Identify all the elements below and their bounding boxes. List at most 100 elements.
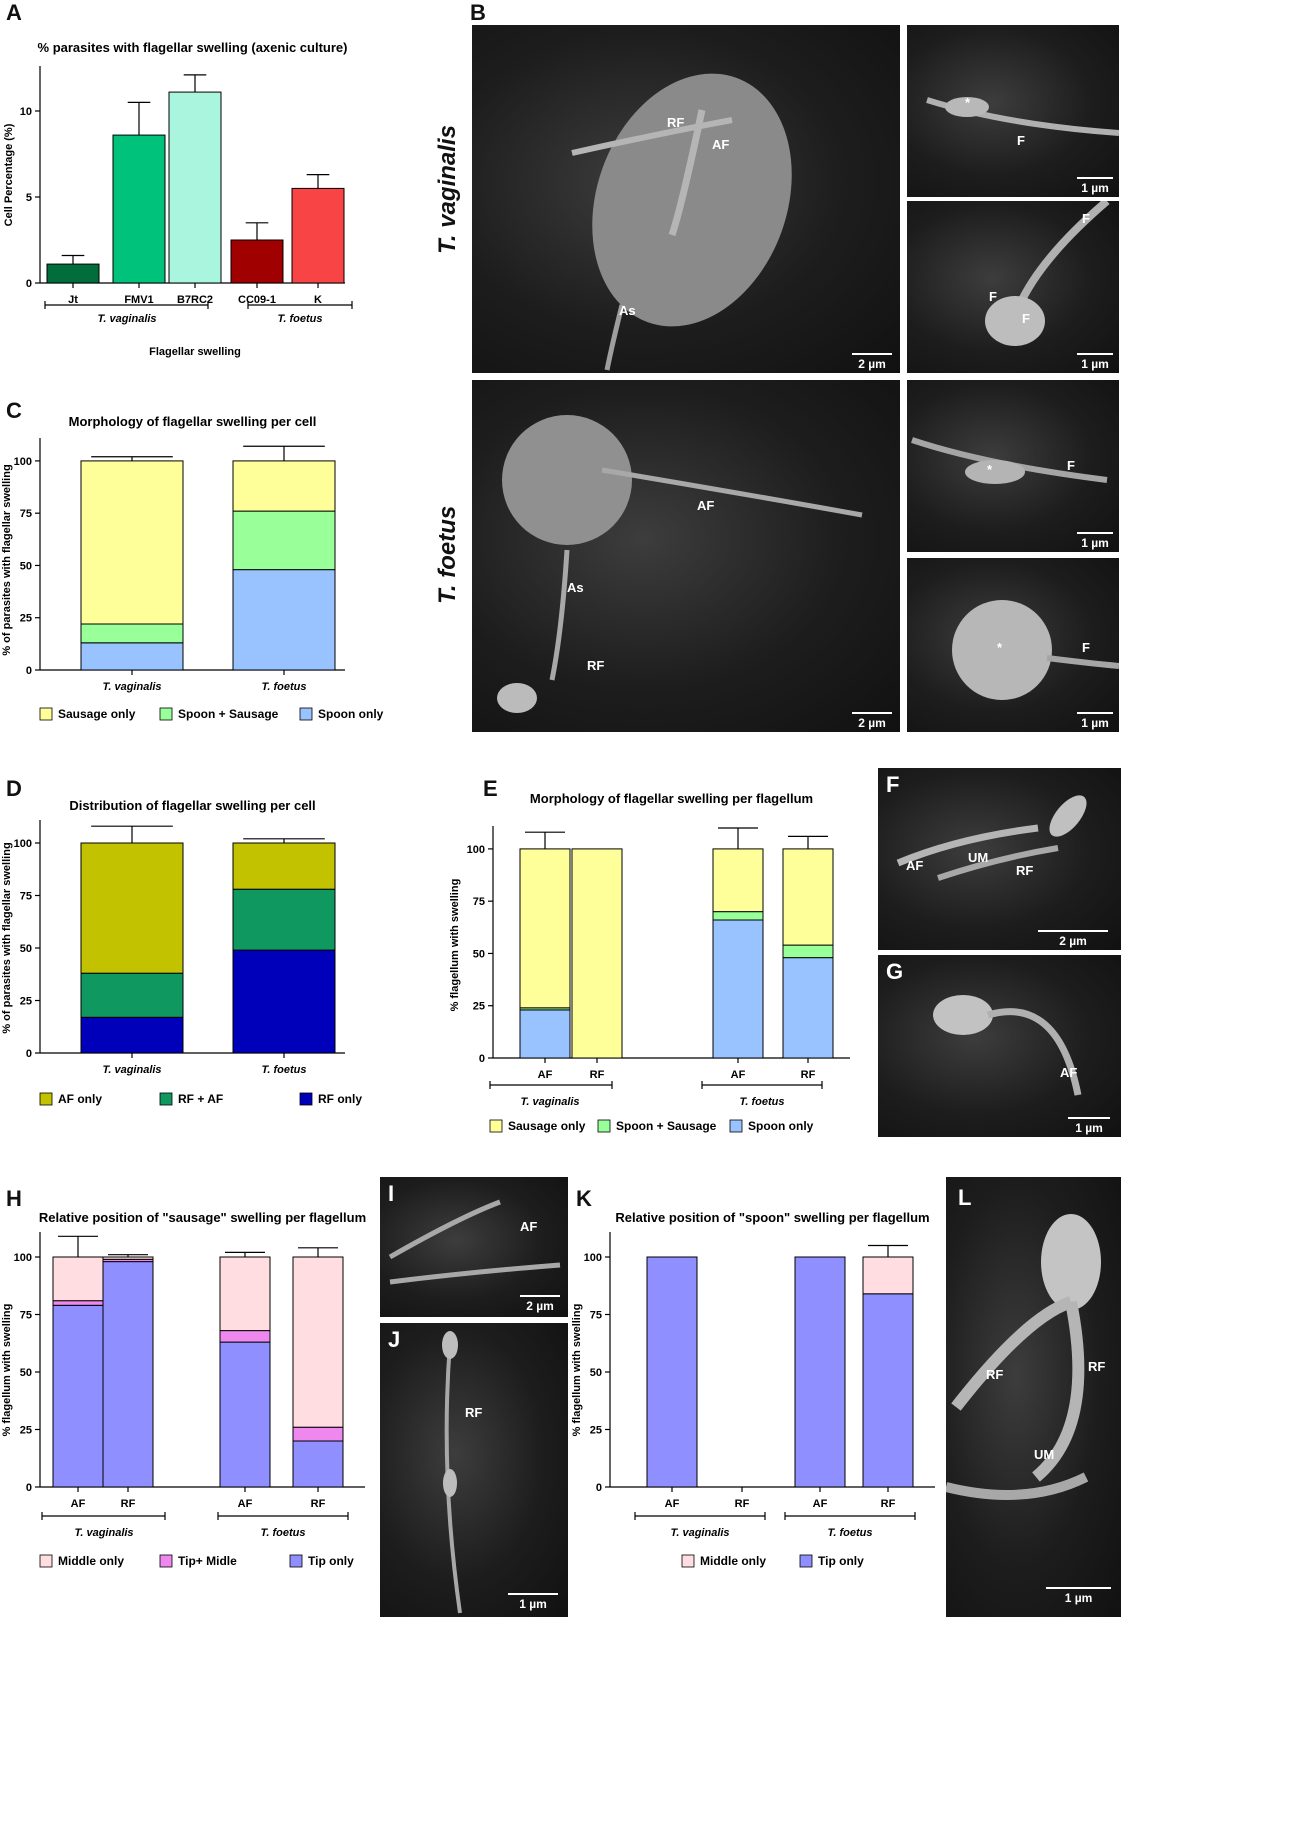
bar-segment-c	[232, 569, 336, 671]
x-tick-label-k: AF	[665, 1498, 680, 1510]
bar-segment-c	[232, 460, 336, 512]
y-tick-label-d: 50	[20, 943, 32, 955]
group-label-k: T. vaginalis	[670, 1527, 729, 1539]
panel-label-h: H	[6, 1186, 22, 1211]
label-f: F	[1082, 640, 1090, 655]
panel-label-i: I	[388, 1181, 395, 1206]
micrograph-b-tf-inset2: F * 1 µm	[907, 558, 1119, 732]
scale-bar: 1 µm	[1046, 1587, 1111, 1605]
bar-segment-h	[292, 1426, 344, 1442]
bar-segment-e	[519, 848, 571, 1009]
chart-title-a: % parasites with flagellar swelling (axe…	[38, 40, 348, 55]
legend-swatch-k	[681, 1554, 695, 1568]
bar-segment-h	[219, 1256, 271, 1332]
x-tick-label-e: RF	[801, 1069, 816, 1081]
label-rf: RF	[1016, 863, 1034, 878]
bar-segment-h	[52, 1304, 104, 1488]
group-label-h: T. foetus	[260, 1527, 305, 1539]
legend-swatch-h	[159, 1554, 173, 1568]
label-as: As	[619, 303, 636, 318]
legend-swatch-c	[159, 707, 173, 721]
scale-bar: 1 µm	[1077, 532, 1113, 550]
legend-swatch-d	[299, 1092, 313, 1106]
label-f: F	[989, 289, 997, 304]
y-tick-label-e: 0	[479, 1053, 485, 1065]
label-rf: RF	[1088, 1359, 1106, 1374]
bar-segment-k	[862, 1293, 914, 1488]
panel-label-d: D	[6, 776, 22, 801]
bar-a	[291, 187, 345, 284]
scale-bar: 1 µm	[508, 1593, 558, 1611]
y-axis-label-h: % flagellum with swelling	[1, 1304, 13, 1437]
micrograph-l: L RF RF UM 1 µm	[946, 1177, 1121, 1617]
x-tick-label-a: FMV1	[124, 294, 153, 306]
legend-label-d: AF only	[58, 1092, 102, 1106]
micrograph-g: G AF 1 µm	[878, 955, 1121, 1137]
bar-segment-c	[80, 460, 184, 625]
legend-label-e: Sausage only	[508, 1119, 586, 1133]
group-label-e: T. foetus	[739, 1096, 784, 1108]
bar-segment-e	[519, 1009, 571, 1059]
label-f: F	[1067, 458, 1075, 473]
panel-label-f: F	[886, 772, 900, 797]
bar-segment-d	[80, 842, 184, 974]
label-rf: RF	[986, 1367, 1004, 1382]
label-af: AF	[697, 498, 715, 513]
x-tick-label-a: CC09-1	[238, 294, 276, 306]
scale-bar: 2 µm	[852, 712, 892, 730]
legend-label-h: Tip only	[308, 1554, 354, 1568]
bar-segment-k	[794, 1256, 846, 1488]
x-tick-label-a: Jt	[68, 294, 78, 306]
legend-label-d: RF + AF	[178, 1092, 223, 1106]
y-axis-label-d: % of parasites with flagellar swelling	[1, 842, 13, 1033]
x-axis-label-a: Flagellar swelling	[149, 346, 241, 358]
y-tick-label-a: 10	[20, 106, 32, 118]
legend-label-e: Spoon + Sausage	[616, 1119, 717, 1133]
y-tick-label-e: 75	[473, 896, 485, 908]
bar-segment-h	[52, 1300, 104, 1306]
y-tick-label-h: 0	[26, 1482, 32, 1494]
x-tick-label-h: AF	[238, 1498, 253, 1510]
y-tick-label-d: 25	[20, 996, 32, 1008]
bar-segment-d	[80, 1016, 184, 1054]
legend-swatch-e	[489, 1119, 503, 1133]
y-tick-label-k: 100	[584, 1252, 602, 1264]
label-af: AF	[1060, 1065, 1078, 1080]
legend-swatch-c	[39, 707, 53, 721]
micrograph-b-tf-inset1: F * 1 µm	[907, 380, 1119, 552]
y-tick-label-k: 0	[596, 1482, 602, 1494]
legend-swatch-d	[159, 1092, 173, 1106]
label-f: F	[1022, 311, 1030, 326]
x-tick-label-e: RF	[590, 1069, 605, 1081]
x-tick-label-h: AF	[71, 1498, 86, 1510]
label-af: AF	[520, 1219, 538, 1234]
x-tick-label-k: RF	[735, 1498, 750, 1510]
bar-a	[168, 91, 222, 284]
legend-label-c: Spoon + Sausage	[178, 707, 279, 721]
micrograph-b-tv-inset2: F F F 1 µm	[907, 201, 1119, 373]
panel-label-b: B	[470, 0, 486, 25]
y-tick-label-c: 50	[20, 560, 32, 572]
label-af: AF	[712, 137, 730, 152]
x-tick-label-h: RF	[121, 1498, 136, 1510]
label-f: F	[1017, 133, 1025, 148]
scale-bar: 1 µm	[1077, 712, 1113, 730]
group-label-k: T. foetus	[827, 1527, 872, 1539]
x-tick-label-e: AF	[538, 1069, 553, 1081]
legend-label-c: Spoon only	[318, 707, 384, 721]
legend-swatch-h	[289, 1554, 303, 1568]
scale-bar: 1 µm	[1068, 1117, 1110, 1135]
bar-segment-h	[52, 1256, 104, 1302]
legend-swatch-d	[39, 1092, 53, 1106]
x-tick-label-a: K	[314, 294, 322, 306]
x-tick-label-d: T. vaginalis	[102, 1064, 161, 1076]
bar-a	[46, 263, 100, 284]
y-tick-label-e: 25	[473, 1001, 485, 1013]
legend-label-k: Tip only	[818, 1554, 864, 1568]
panel-label-c: C	[6, 398, 22, 423]
x-tick-label-k: RF	[881, 1498, 896, 1510]
chart-title-d: Distribution of flagellar swelling per c…	[69, 798, 315, 813]
y-tick-label-d: 0	[26, 1048, 32, 1060]
legend-label-h: Middle only	[58, 1554, 124, 1568]
